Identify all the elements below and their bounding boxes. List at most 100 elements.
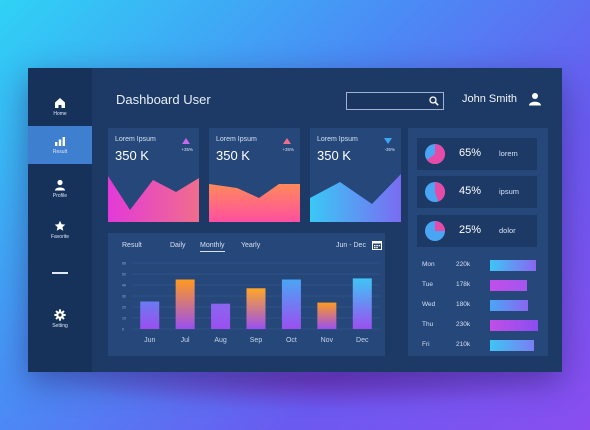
x-tick-label: Jun: [144, 337, 155, 344]
sidebar-item-favorite[interactable]: Favorite: [28, 211, 92, 249]
sidebar-divider: [52, 272, 68, 274]
date-range[interactable]: Jun - Dec: [336, 242, 366, 249]
pie-slice: [435, 221, 445, 231]
stat-card: Lorem Ipsum 350 K -35%: [310, 128, 401, 222]
stat-label: Lorem Ipsum: [115, 136, 156, 143]
star-icon: [54, 220, 66, 231]
y-tick-label: 20: [122, 306, 126, 310]
day-bar: [490, 260, 536, 271]
day-value: 178k: [456, 281, 471, 288]
trend-up-icon: [283, 138, 291, 144]
stat-label: Lorem Ipsum: [216, 136, 257, 143]
user-icon: [55, 179, 65, 191]
day-value: 230k: [456, 321, 471, 328]
day-bar: [490, 320, 538, 331]
area-sparkline: [209, 184, 300, 222]
bar-chart-icon: [55, 137, 65, 146]
search-icon[interactable]: [429, 96, 439, 106]
area-sparkline: [108, 176, 199, 222]
pie-chart: [425, 182, 445, 202]
tab-daily[interactable]: Daily: [170, 242, 186, 249]
stats-panel: 65% lorem 45% ipsum 25% dolor Mon 220k T…: [408, 128, 548, 356]
day-row: Thu 230k: [422, 320, 542, 332]
y-tick-label: 50: [122, 273, 126, 277]
sidebar-item-label: Home: [53, 111, 67, 117]
sidebar-item-label: Setting: [52, 323, 68, 329]
stat-label: Lorem Ipsum: [317, 136, 358, 143]
x-tick-label: Nov: [321, 337, 334, 344]
day-name: Fri: [422, 341, 430, 348]
pie-chart: [425, 221, 445, 241]
trend-up-icon: [182, 138, 190, 144]
day-name: Wed: [422, 301, 436, 308]
gear-icon: [54, 309, 66, 321]
sidebar-item-result[interactable]: Result: [28, 126, 92, 164]
tab-result[interactable]: Result: [122, 242, 142, 249]
stat-card: Lorem Ipsum 350 K +35%: [209, 128, 300, 222]
stat-value: 350 K: [317, 148, 351, 163]
y-tick-label: 60: [122, 262, 126, 266]
sidebar-item-home[interactable]: Home: [28, 88, 92, 126]
sidebar: Home Result Profile Favorite: [28, 68, 92, 372]
area-sparkline: [310, 174, 401, 222]
calendar-icon[interactable]: [372, 240, 382, 250]
pie-percent: 45%: [459, 185, 482, 197]
sidebar-item-label: Favorite: [50, 234, 70, 240]
pie-percent: 65%: [459, 147, 482, 159]
x-tick-label: Jul: [181, 337, 190, 344]
stat-change: -35%: [384, 147, 395, 152]
y-tick-label: 10: [122, 317, 126, 321]
pie-label: lorem: [499, 149, 518, 158]
x-tick-label: Oct: [286, 337, 297, 344]
x-tick-label: Aug: [214, 337, 227, 344]
sidebar-item-profile[interactable]: Profile: [28, 170, 92, 208]
sidebar-item-label: Profile: [52, 193, 68, 199]
bar[interactable]: [281, 279, 301, 330]
stat-change: +35%: [282, 147, 294, 152]
dashboard-window: Home Result Profile Favorite: [28, 68, 562, 372]
tab-yearly[interactable]: Yearly: [241, 242, 261, 249]
tab-monthly[interactable]: Monthly: [200, 242, 225, 252]
pie-chart: [425, 144, 445, 164]
x-tick-label: Sep: [250, 337, 263, 344]
trend-down-icon: [384, 138, 392, 144]
pie-slice: [435, 182, 445, 202]
day-bar: [490, 300, 528, 311]
user-name[interactable]: John Smith: [462, 93, 518, 105]
day-bar: [490, 280, 528, 291]
day-row: Fri 210k: [422, 340, 542, 352]
stat-value: 350 K: [216, 148, 250, 163]
page-title: Dashboard User: [116, 92, 211, 107]
day-value: 180k: [456, 301, 471, 308]
pie-label: dolor: [499, 226, 516, 235]
bar[interactable]: [175, 279, 195, 330]
day-name: Mon: [422, 261, 435, 268]
pie-stat-row: 25% dolor: [417, 215, 537, 247]
stat-change: +35%: [181, 147, 193, 152]
sidebar-item-label: Result: [52, 149, 68, 155]
stat-value: 350 K: [115, 148, 149, 163]
sidebar-item-setting[interactable]: Setting: [28, 300, 92, 338]
bar[interactable]: [352, 278, 372, 329]
bar[interactable]: [140, 301, 160, 330]
search-input[interactable]: [346, 92, 444, 110]
y-tick-label: 40: [122, 284, 126, 288]
bar[interactable]: [317, 302, 337, 329]
bar[interactable]: [246, 288, 266, 329]
x-tick-label: Dec: [356, 337, 369, 344]
bar[interactable]: [211, 303, 231, 329]
y-tick-label: 30: [122, 295, 126, 299]
day-name: Thu: [422, 321, 434, 328]
pie-stat-row: 45% ipsum: [417, 176, 537, 208]
day-bar: [490, 340, 534, 351]
main-content: Dashboard User John Smith Lorem Ipsum 35…: [92, 68, 562, 372]
stat-card: Lorem Ipsum 350 K +35%: [108, 128, 199, 222]
user-avatar-icon[interactable]: [528, 92, 542, 106]
bar-chart: 0 10 20 30 40 50 60 Jun Jul Aug Sep Oct Nov Dec: [122, 262, 380, 344]
day-value: 220k: [456, 261, 471, 268]
bar-chart-panel: Result Daily Monthly Yearly Jun - Dec 0 1…: [108, 233, 385, 356]
day-row: Mon 220k: [422, 260, 542, 272]
pie-percent: 25%: [459, 224, 482, 236]
day-name: Tue: [422, 281, 433, 288]
day-row: Tue 178k: [422, 280, 542, 292]
